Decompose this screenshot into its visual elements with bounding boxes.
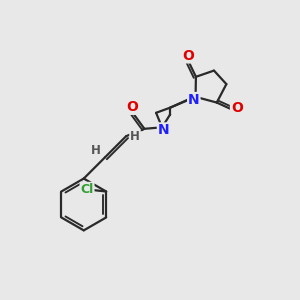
Text: H: H [91,144,101,158]
Text: Cl: Cl [80,183,94,196]
Text: N: N [158,123,170,137]
Text: O: O [231,101,243,116]
Text: H: H [130,130,140,143]
Text: O: O [182,49,194,63]
Text: O: O [127,100,139,114]
Text: N: N [188,93,200,107]
